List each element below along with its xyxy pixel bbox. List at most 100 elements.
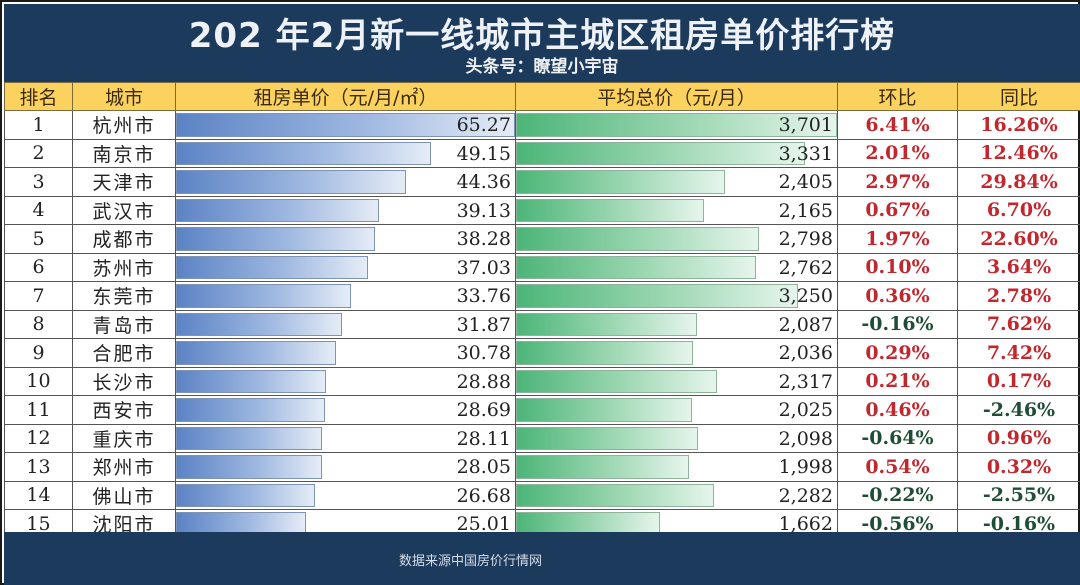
mom-cell: -0.22% xyxy=(837,480,958,510)
city-cell: 郑州市 xyxy=(72,452,176,482)
avg-total-bar xyxy=(516,255,756,279)
col-header-yoy: 同比 xyxy=(957,82,1080,111)
mom-cell: 0.67% xyxy=(837,195,958,225)
unit-price-bar xyxy=(176,312,342,336)
unit-price-value: 44.36 xyxy=(456,171,511,193)
col-header-avg-total: 平均总价（元/月） xyxy=(515,82,838,111)
avg-total-cell: 2,762 xyxy=(515,252,838,282)
unit-price-value: 28.05 xyxy=(456,456,511,478)
avg-total-value: 2,798 xyxy=(778,228,833,250)
avg-total-bar xyxy=(516,141,805,165)
city-cell: 成都市 xyxy=(72,224,176,254)
rank-cell: 13 xyxy=(4,452,73,482)
rank-cell: 8 xyxy=(4,309,73,339)
avg-total-bar xyxy=(516,455,690,479)
avg-total-bar xyxy=(516,398,692,422)
yoy-cell: 0.96% xyxy=(957,423,1080,453)
rank-cell: 12 xyxy=(4,423,73,453)
avg-total-cell: 2,025 xyxy=(515,395,838,425)
unit-price-value: 31.87 xyxy=(456,313,511,336)
unit-price-value: 49.15 xyxy=(456,142,511,165)
unit-price-bar xyxy=(176,198,380,222)
mom-cell: -0.16% xyxy=(837,309,958,339)
avg-total-cell: 3,250 xyxy=(515,281,838,311)
unit-price-bar xyxy=(176,141,432,165)
avg-total-cell: 2,098 xyxy=(515,423,838,453)
unit-price-cell: 30.78 xyxy=(175,338,516,368)
unit-price-bar xyxy=(176,426,322,450)
unit-price-value: 37.03 xyxy=(456,256,511,279)
rank-cell: 1 xyxy=(4,110,73,140)
unit-price-cell: 49.15 xyxy=(175,138,516,168)
mom-cell: 0.10% xyxy=(837,252,958,282)
unit-price-cell: 37.03 xyxy=(175,252,516,282)
rank-cell: 9 xyxy=(4,338,73,368)
table-header-row: 排名 城市 租房单价（元/月/㎡） 平均总价（元/月） 环比 同比 xyxy=(4,82,1080,111)
table-row: 13 郑州市 28.05 1,998 0.54% 0.32% xyxy=(4,452,1080,482)
yoy-cell: 0.17% xyxy=(957,366,1080,396)
title-band: 202 年2月新一线城市主城区租房单价排行榜 头条号：瞭望小宇宙 xyxy=(4,4,1080,82)
mom-cell: 0.21% xyxy=(837,366,958,396)
mom-cell: 2.97% xyxy=(837,167,958,197)
yoy-cell: 6.70% xyxy=(957,195,1080,225)
yoy-cell: 0.32% xyxy=(957,452,1080,482)
avg-total-cell: 2,317 xyxy=(515,366,838,396)
yoy-cell: 12.46% xyxy=(957,138,1080,168)
ranking-table: 排名 城市 租房单价（元/月/㎡） 平均总价（元/月） 环比 同比 1 杭州市 65… xyxy=(4,82,1080,539)
avg-total-value: 2,098 xyxy=(778,427,833,450)
rank-cell: 4 xyxy=(4,195,73,225)
avg-total-value: 3,701 xyxy=(778,114,833,136)
avg-total-cell: 2,087 xyxy=(515,309,838,339)
avg-total-bar xyxy=(516,426,698,450)
table-row: 5 成都市 38.28 2,798 1.97% 22.60% xyxy=(4,224,1080,254)
avg-total-value: 2,405 xyxy=(778,171,833,193)
city-cell: 青岛市 xyxy=(72,309,176,339)
avg-total-value: 3,331 xyxy=(778,142,833,165)
city-cell: 合肥市 xyxy=(72,338,176,368)
col-header-mom: 环比 xyxy=(837,82,958,111)
avg-total-bar xyxy=(516,341,693,365)
unit-price-cell: 31.87 xyxy=(175,309,516,339)
avg-total-value: 2,282 xyxy=(778,484,833,507)
avg-total-cell: 2,165 xyxy=(515,195,838,225)
mom-cell: 0.54% xyxy=(837,452,958,482)
unit-price-cell: 44.36 xyxy=(175,167,516,197)
mom-cell: -0.64% xyxy=(837,423,958,453)
avg-total-value: 2,087 xyxy=(778,313,833,336)
avg-total-value: 2,036 xyxy=(778,342,833,364)
city-cell: 长沙市 xyxy=(72,366,176,396)
avg-total-bar xyxy=(516,312,697,336)
unit-price-bar xyxy=(176,398,326,422)
mom-cell: 1.97% xyxy=(837,224,958,254)
unit-price-value: 38.28 xyxy=(456,228,511,250)
unit-price-cell: 39.13 xyxy=(175,195,516,225)
table-row: 14 佛山市 26.68 2,282 -0.22% -2.55% xyxy=(4,480,1080,510)
city-cell: 重庆市 xyxy=(72,423,176,453)
mom-cell: 6.41% xyxy=(837,110,958,140)
unit-price-value: 30.78 xyxy=(456,342,511,364)
col-header-unit-price: 租房单价（元/月/㎡） xyxy=(175,82,516,111)
unit-price-cell: 33.76 xyxy=(175,281,516,311)
avg-total-bar xyxy=(516,284,798,308)
table-row: 3 天津市 44.36 2,405 2.97% 29.84% xyxy=(4,167,1080,197)
table-row: 8 青岛市 31.87 2,087 -0.16% 7.62% xyxy=(4,309,1080,339)
rank-cell: 7 xyxy=(4,281,73,311)
rank-cell: 11 xyxy=(4,395,73,425)
mom-cell: 2.01% xyxy=(837,138,958,168)
avg-total-cell: 2,282 xyxy=(515,480,838,510)
avg-total-bar xyxy=(516,369,717,393)
footer-band: 数据来源中国房价行情网 xyxy=(4,532,1080,585)
yoy-cell: 3.64% xyxy=(957,252,1080,282)
mom-cell: 0.36% xyxy=(837,281,958,311)
yoy-cell: 7.62% xyxy=(957,309,1080,339)
unit-price-value: 33.76 xyxy=(456,285,511,307)
avg-total-cell: 2,798 xyxy=(515,224,838,254)
city-cell: 西安市 xyxy=(72,395,176,425)
avg-total-value: 1,998 xyxy=(778,456,833,478)
table-row: 9 合肥市 30.78 2,036 0.29% 7.42% xyxy=(4,338,1080,368)
avg-total-cell: 2,405 xyxy=(515,167,838,197)
table-body: 1 杭州市 65.27 3,701 6.41% 16.26% 2 南京市 49.15 3,331 2… xyxy=(4,110,1080,539)
city-cell: 武汉市 xyxy=(72,195,176,225)
mom-cell: 0.29% xyxy=(837,338,958,368)
